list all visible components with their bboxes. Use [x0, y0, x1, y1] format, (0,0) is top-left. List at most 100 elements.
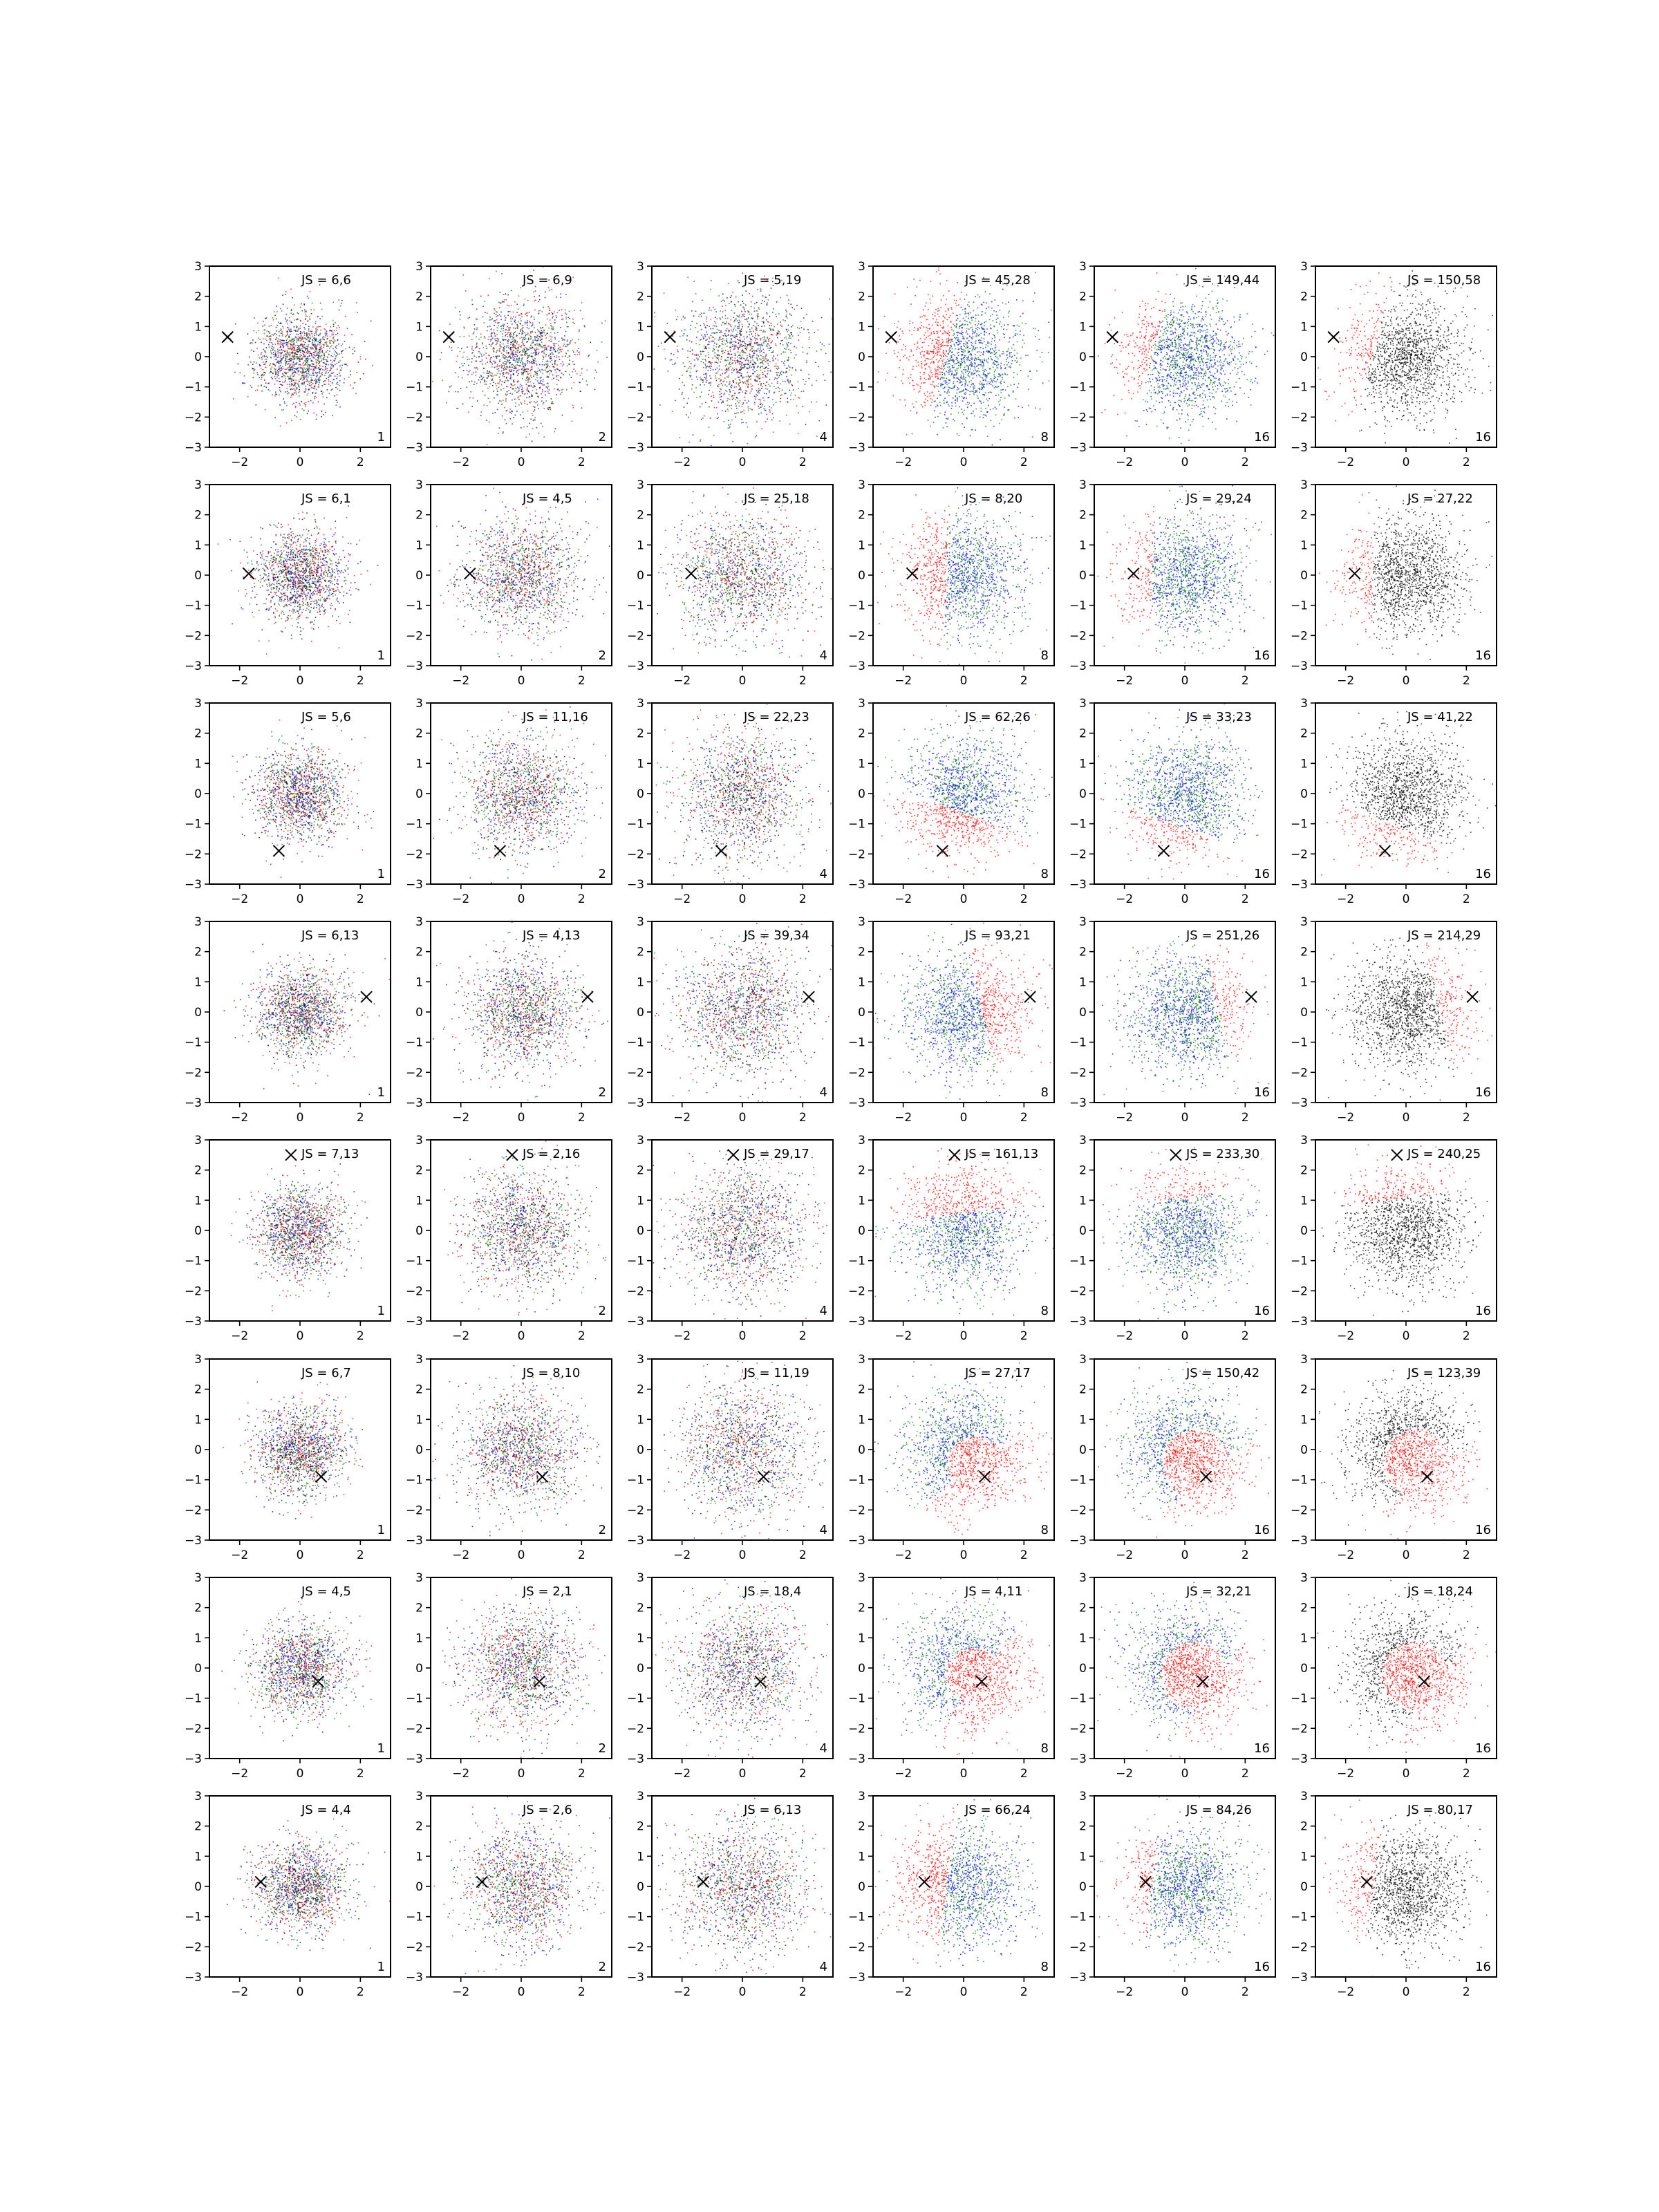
scatter-point	[303, 371, 304, 372]
scatter-point	[743, 303, 744, 304]
scatter-point	[568, 364, 570, 365]
scatter-point	[747, 427, 749, 428]
scatter-point	[982, 383, 983, 384]
scatter-point	[758, 399, 760, 400]
scatter-point	[777, 332, 778, 333]
scatter-point	[932, 374, 934, 375]
scatter-point	[280, 361, 281, 362]
scatter-point	[497, 315, 498, 317]
scatter-point	[728, 335, 729, 336]
scatter-point	[266, 317, 268, 319]
scatter-point	[496, 352, 497, 353]
scatter-point	[297, 349, 299, 350]
scatter-point	[710, 366, 711, 367]
scatter-point	[536, 375, 538, 376]
scatter-point	[700, 354, 702, 355]
scatter-point	[755, 340, 756, 341]
scatter-point	[499, 400, 500, 402]
scatter-point	[501, 328, 503, 330]
scatter-point	[279, 341, 280, 342]
scatter-point	[588, 355, 590, 356]
scatter-point	[328, 364, 329, 366]
scatter-point	[506, 368, 507, 370]
scatter-point	[946, 392, 948, 393]
scatter-point	[336, 404, 337, 406]
scatter-point	[311, 382, 312, 383]
scatter-point	[704, 377, 706, 378]
scatter-point	[729, 427, 731, 428]
scatter-point	[994, 387, 995, 388]
scatter-point	[747, 386, 749, 387]
scatter-point	[705, 364, 706, 365]
scatter-point	[965, 369, 966, 371]
scatter-point	[753, 367, 755, 368]
scatter-point	[270, 365, 271, 366]
scatter-point	[751, 331, 752, 332]
scatter-point	[601, 323, 603, 324]
scatter-point	[276, 362, 278, 364]
scatter-point	[339, 385, 341, 386]
scatter-point	[729, 343, 731, 344]
scatter-point	[704, 346, 705, 347]
scatter-point	[690, 413, 691, 414]
scatter-point	[486, 348, 487, 349]
scatter-point	[296, 402, 297, 403]
scatter-point	[527, 404, 528, 405]
scatter-point	[719, 355, 720, 357]
scatter-point	[796, 305, 798, 306]
scatter-point	[272, 317, 274, 319]
scatter-point	[339, 299, 340, 301]
scatter-point	[927, 400, 928, 402]
scatter-point	[308, 298, 309, 299]
scatter-point	[276, 327, 277, 328]
scatter-point	[565, 331, 567, 332]
scatter-point	[552, 354, 554, 355]
scatter-point	[766, 319, 767, 321]
scatter-point	[728, 283, 729, 284]
scatter-point	[292, 352, 294, 353]
scatter-point	[326, 368, 328, 369]
scatter-point	[263, 321, 264, 322]
scatter-point	[740, 334, 742, 335]
scatter-point	[492, 337, 494, 339]
scatter-point	[563, 364, 565, 365]
scatter-point	[921, 317, 923, 318]
scatter-point	[310, 375, 312, 377]
scatter-point	[548, 313, 550, 315]
scatter-point	[800, 370, 802, 371]
scatter-point	[774, 393, 775, 394]
scatter-point	[502, 325, 503, 326]
scatter-point	[540, 339, 541, 341]
scatter-point	[931, 343, 932, 344]
scatter-point	[265, 356, 266, 357]
scatter-point	[289, 337, 290, 338]
scatter-point	[778, 333, 779, 335]
scatter-point	[552, 327, 554, 328]
scatter-point	[554, 337, 556, 339]
scatter-point	[275, 374, 276, 375]
scatter-point	[262, 356, 263, 357]
scatter-point	[337, 382, 338, 383]
scatter-point	[738, 351, 739, 353]
scatter-point	[584, 326, 585, 328]
scatter-point	[547, 360, 548, 362]
scatter-point	[515, 352, 516, 353]
scatter-point	[285, 360, 286, 362]
scatter-point	[769, 370, 771, 371]
scatter-point	[308, 382, 310, 383]
scatter-point	[306, 332, 308, 333]
scatter-point	[280, 308, 281, 310]
scatter-point	[287, 319, 288, 321]
scatter-point	[293, 357, 294, 359]
scatter-point	[720, 397, 721, 398]
scatter-point	[532, 353, 533, 354]
scatter-point	[732, 368, 733, 369]
scatter-point	[507, 357, 508, 358]
scatter-point	[535, 332, 536, 333]
scatter-point	[328, 381, 330, 382]
scatter-point	[544, 347, 545, 348]
scatter-point	[556, 355, 558, 357]
scatter-point	[738, 393, 740, 394]
scatter-point	[753, 346, 754, 348]
